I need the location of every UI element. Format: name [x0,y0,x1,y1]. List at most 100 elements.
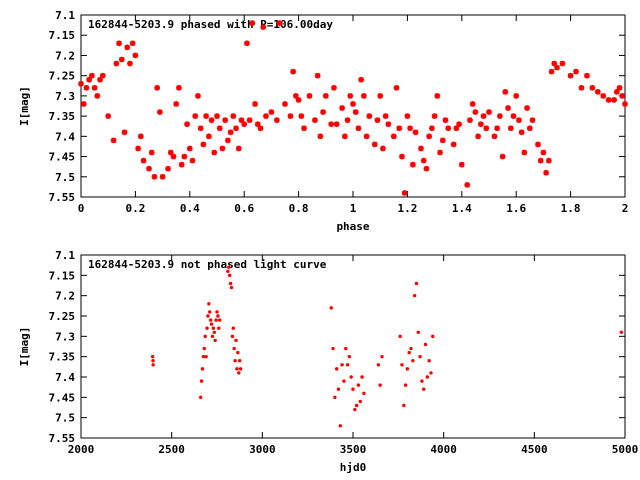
y-tick-label: 7.15 [49,29,76,42]
data-point [203,334,207,339]
data-point [494,125,500,132]
data-point [469,101,476,107]
data-point [614,89,620,95]
data-point [287,113,294,119]
data-point [584,72,590,79]
data-point [349,375,353,379]
data-point [201,354,206,359]
data-points [78,20,628,196]
data-point [351,387,355,391]
data-point [464,182,471,188]
data-point [235,367,239,371]
data-point [320,109,326,115]
chart-title: 162844-5203.9 phased with P=106.00day [88,18,333,31]
data-point [246,117,253,123]
data-point [410,161,416,168]
data-point [376,363,381,367]
data-point [491,133,498,140]
data-point [202,346,207,351]
data-point [276,20,283,26]
data-point [475,133,481,140]
y-tick-label: 7.25 [49,70,76,83]
data-point [412,293,417,298]
data-point [206,314,210,318]
data-point [423,342,428,347]
plot-frame [80,254,626,439]
y-tick-label: 7.45 [49,391,76,404]
x-tick-label: 0 [78,202,85,215]
data-point [403,383,408,387]
data-point [129,40,136,47]
data-point [211,149,218,156]
data-point [529,117,536,123]
data-point [198,395,203,400]
data-point [358,399,362,404]
data-point [537,157,544,164]
data-point [213,338,217,343]
data-point [200,367,205,371]
data-point [181,153,188,160]
data-point [199,379,204,383]
data-point [353,407,357,412]
data-point [151,363,155,367]
data-point [233,125,239,132]
data-point [412,129,419,136]
data-point [589,85,596,91]
data-point [333,121,340,127]
data-point [274,117,280,123]
data-point [622,101,628,107]
data-point [404,113,411,119]
data-point [401,190,408,196]
data-point [124,44,131,51]
data-point [317,133,324,140]
data-point [290,68,296,75]
data-point [567,72,574,79]
data-point [396,125,403,132]
data-point [513,93,519,99]
data-point [362,391,366,395]
data-point [366,113,373,119]
data-point [148,149,155,156]
data-point [214,113,220,119]
data-point [363,133,370,140]
data-point [218,318,222,322]
data-point [80,101,87,107]
data-point [414,281,419,286]
data-point [138,133,144,140]
data-point [282,101,288,107]
data-point [551,60,558,67]
data-point [209,322,214,326]
data-point [229,285,234,290]
x-axis-label: hjd0 [340,461,367,474]
data-point [170,153,177,160]
x-tick-label: 4500 [521,443,548,456]
data-point [110,137,117,144]
data-point [187,145,193,152]
y-tick-label: 7.1 [55,9,75,22]
data-point [197,125,204,132]
data-point [334,367,339,371]
data-point [205,326,209,330]
data-point [378,383,382,387]
data-point [355,125,362,132]
y-tick-label: 7.2 [55,290,75,303]
data-point [312,117,318,123]
data-point [540,149,547,156]
data-point [301,125,307,132]
data-point [431,334,435,339]
data-point [238,117,245,123]
data-point [323,93,329,99]
y-tick-label: 7.55 [49,432,76,445]
data-point [159,173,166,180]
data-point [426,133,432,140]
data-point [374,117,381,123]
x-tick-label: 3000 [249,443,276,456]
data-point [150,354,155,359]
data-point [249,20,256,26]
data-point [336,387,341,391]
data-point [398,334,402,339]
data-point [121,129,128,136]
data-point [350,101,356,107]
data-point [418,145,424,152]
